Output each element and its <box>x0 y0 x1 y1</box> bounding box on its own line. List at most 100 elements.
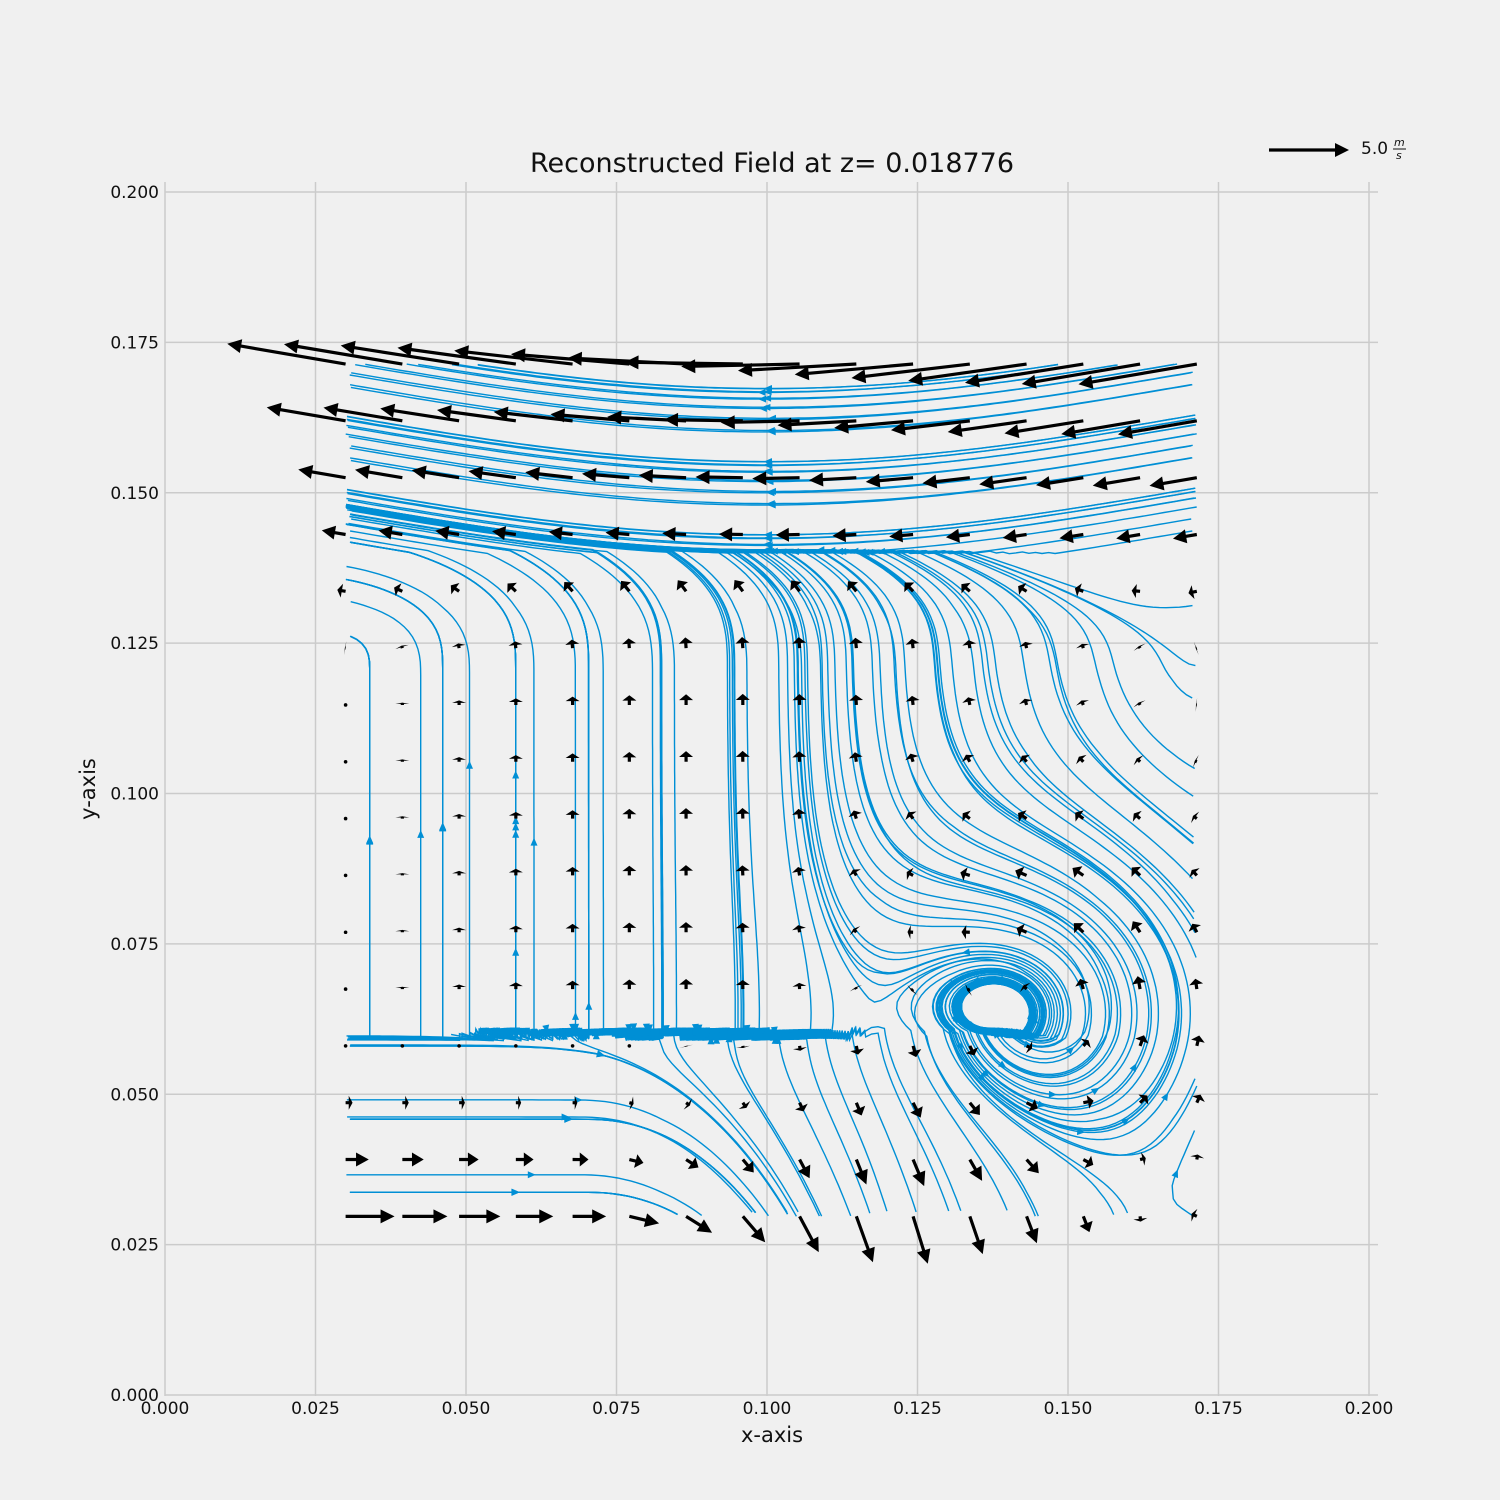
streamline-arrowhead <box>767 501 776 509</box>
quiver-arrow <box>679 922 694 933</box>
quiver-arrow <box>452 757 467 762</box>
quiver-arrow <box>452 814 467 819</box>
streamline <box>350 1191 679 1216</box>
quiver-arrow <box>792 866 806 876</box>
quiver-arrow <box>1082 1155 1094 1169</box>
quiver-arrow <box>343 759 348 764</box>
quiver-arrow <box>565 639 580 649</box>
quiver-arrow <box>402 1209 448 1224</box>
streamline-arrowhead <box>707 1036 715 1045</box>
streamline <box>346 523 590 1043</box>
quiver-arrow <box>1080 1038 1091 1049</box>
streamline-arrowhead <box>561 1113 570 1121</box>
quiver-arrow <box>344 641 347 655</box>
quiver-arrow <box>792 751 807 762</box>
streamline <box>350 541 517 1042</box>
quiver-arrow <box>1189 978 1204 990</box>
x-tick-label: 0.150 <box>1044 1399 1093 1419</box>
quiver-arrow <box>865 473 914 488</box>
streamline <box>346 1174 703 1216</box>
x-tick-label: 0.000 <box>141 1399 190 1419</box>
quiver-arrow <box>962 640 977 649</box>
streamline-arrowhead <box>1090 1087 1100 1096</box>
streamline <box>350 505 1111 1079</box>
quiver-arrow <box>1138 1094 1149 1105</box>
streamline <box>349 530 577 1042</box>
quiver-arrow <box>622 808 637 819</box>
quiver-arrow <box>735 636 750 649</box>
quiver-arrow <box>622 638 636 649</box>
streamline <box>350 1044 789 1215</box>
quiver-arrow <box>719 527 743 542</box>
quiver-arrow <box>854 1158 868 1185</box>
quiver-arrow <box>852 1102 866 1116</box>
x-tick-label: 0.125 <box>893 1399 942 1419</box>
quiver-arrow <box>395 873 410 876</box>
quiver-arrow <box>510 348 630 366</box>
quiver-arrow <box>622 752 637 762</box>
quiver-arrow <box>337 583 346 598</box>
streamline <box>349 635 371 1040</box>
quiver-arrow <box>945 528 971 543</box>
chart-title: Reconstructed Field at z= 0.018776 <box>530 148 1014 179</box>
quiver-arrow <box>1194 641 1199 655</box>
streamline <box>349 636 371 1040</box>
quiver-arrow <box>628 1154 644 1168</box>
quiver-arrow <box>620 580 632 593</box>
quiver-arrow <box>493 406 573 423</box>
quiver-arrow <box>565 696 580 705</box>
x-tick-label: 0.100 <box>743 1399 792 1419</box>
streamline-arrowhead <box>512 947 520 956</box>
quiver-arrow <box>452 700 467 705</box>
streamline <box>346 523 590 1043</box>
quiver-arrow <box>343 703 348 707</box>
quiver-arrow <box>741 1215 766 1243</box>
quiver-arrow <box>911 1215 931 1264</box>
quiver-arrow <box>960 867 971 881</box>
streamline-arrowhead <box>767 428 776 436</box>
quiver-key: 5.0 m s <box>1269 136 1406 162</box>
quiver-arrow <box>1190 1154 1205 1160</box>
quiver-arrow <box>968 1215 985 1255</box>
quiver-arrow <box>741 1158 754 1173</box>
streamline-arrowhead <box>757 388 766 396</box>
quiver-arrow <box>1076 700 1089 706</box>
quiver-arrow <box>662 526 687 541</box>
quiver-arrow <box>1139 1152 1146 1166</box>
quiver-arrow <box>850 1045 864 1055</box>
quiver-arrow <box>343 930 348 935</box>
quiver-arrow <box>394 583 404 597</box>
quiver-arrow <box>849 926 861 936</box>
quiver-arrow <box>968 1158 983 1181</box>
quiver-arrow <box>790 580 802 593</box>
quiver-arrow <box>452 984 467 990</box>
quiver-arrow <box>395 986 410 990</box>
quiver-arrow <box>679 1044 693 1048</box>
y-tick-label: 0.100 <box>110 785 159 805</box>
quiver-arrow <box>1059 529 1084 544</box>
streamline <box>346 541 517 1040</box>
quiver-arrow <box>1021 362 1141 389</box>
quiver-arrow <box>515 1152 534 1167</box>
y-tick-label: 0.025 <box>110 1236 159 1256</box>
x-tick-label: 0.025 <box>291 1399 340 1419</box>
quiver-arrow <box>905 811 917 820</box>
quiver-arrow <box>622 865 637 876</box>
quiver-arrow <box>1016 923 1028 937</box>
streamline-arrowhead <box>1129 1063 1137 1072</box>
quiver-arrow <box>736 1045 750 1049</box>
quiver-key-value: 5.0 <box>1361 139 1388 159</box>
quiver-arrow <box>397 342 517 366</box>
quiver-arrow <box>905 753 919 763</box>
quiver-arrow <box>889 528 914 543</box>
quiver-arrow <box>565 867 580 876</box>
quiver-arrow <box>323 403 403 423</box>
quiver-arrow <box>777 417 857 432</box>
y-tick-label: 0.125 <box>110 634 159 654</box>
quiver-arrow <box>908 362 1027 386</box>
quiver-arrow <box>795 1102 808 1112</box>
quiver-arrow <box>1025 1215 1039 1244</box>
quiver-arrow <box>1149 476 1198 491</box>
quiver-arrow <box>679 808 694 819</box>
quiver-arrow <box>679 751 694 762</box>
